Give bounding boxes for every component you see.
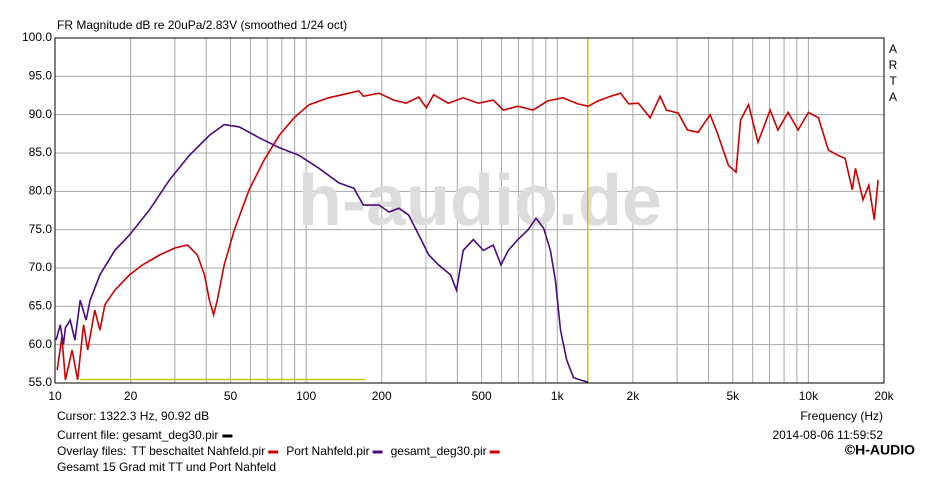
- x-tick-label: 100: [296, 389, 316, 403]
- series-line: [56, 90, 879, 381]
- y-tick-label: 95.0: [29, 69, 53, 83]
- copyright: ©H-AUDIO: [845, 442, 915, 458]
- watermark: h-audio.de: [298, 161, 662, 241]
- legend-label: gesamt_deg30.pir: [391, 444, 487, 458]
- y-tick-label: 100.0: [22, 30, 52, 44]
- plot-area: [55, 38, 884, 383]
- side-label: ARTA: [886, 42, 900, 106]
- legend-label: Port Nahfeld.pir: [286, 444, 369, 458]
- footer: Gesamt 15 Grad mit TT und Port Nahfeld: [57, 460, 276, 474]
- datetime: 2014-08-06 11:59:52: [772, 428, 883, 442]
- current-file: Current file: gesamt_deg30.pir: [57, 428, 218, 442]
- grid: [54, 37, 885, 384]
- y-tick-label: 90.0: [29, 107, 53, 121]
- y-tick-label: 65.0: [29, 299, 53, 313]
- legend-label: TT beschaltet Nahfeld.pir: [131, 444, 265, 458]
- x-tick-label: 10: [48, 389, 62, 403]
- curves: [55, 38, 879, 383]
- x-tick-label: 1k: [551, 389, 565, 403]
- y-tick-label: 60.0: [29, 337, 53, 351]
- x-axis-label: Frequency (Hz): [800, 409, 883, 423]
- x-tick-label: 20: [124, 389, 138, 403]
- x-tick-label: 5k: [726, 389, 740, 403]
- cursor-text: Cursor: 1322.3 Hz, 90.92 dB: [57, 409, 209, 423]
- plot-border: [54, 37, 885, 384]
- x-tick-label: 20k: [874, 389, 894, 403]
- series-line: [55, 123, 589, 383]
- y-tick-label: 75.0: [29, 222, 53, 236]
- x-tick-label: 10k: [799, 389, 819, 403]
- x-tick-label: 50: [224, 389, 238, 403]
- y-tick-label: 70.0: [29, 260, 53, 274]
- y-tick-label: 55.0: [29, 375, 53, 389]
- x-tick-label: 500: [472, 389, 492, 403]
- y-tick-label: 80.0: [29, 184, 53, 198]
- chart-title: FR Magnitude dB re 20uPa/2.83V (smoothed…: [57, 18, 347, 32]
- x-tick-label: 2k: [627, 389, 641, 403]
- y-tick-label: 85.0: [29, 145, 53, 159]
- overlay-label: Overlay files:: [57, 444, 126, 458]
- x-tick-label: 200: [372, 389, 392, 403]
